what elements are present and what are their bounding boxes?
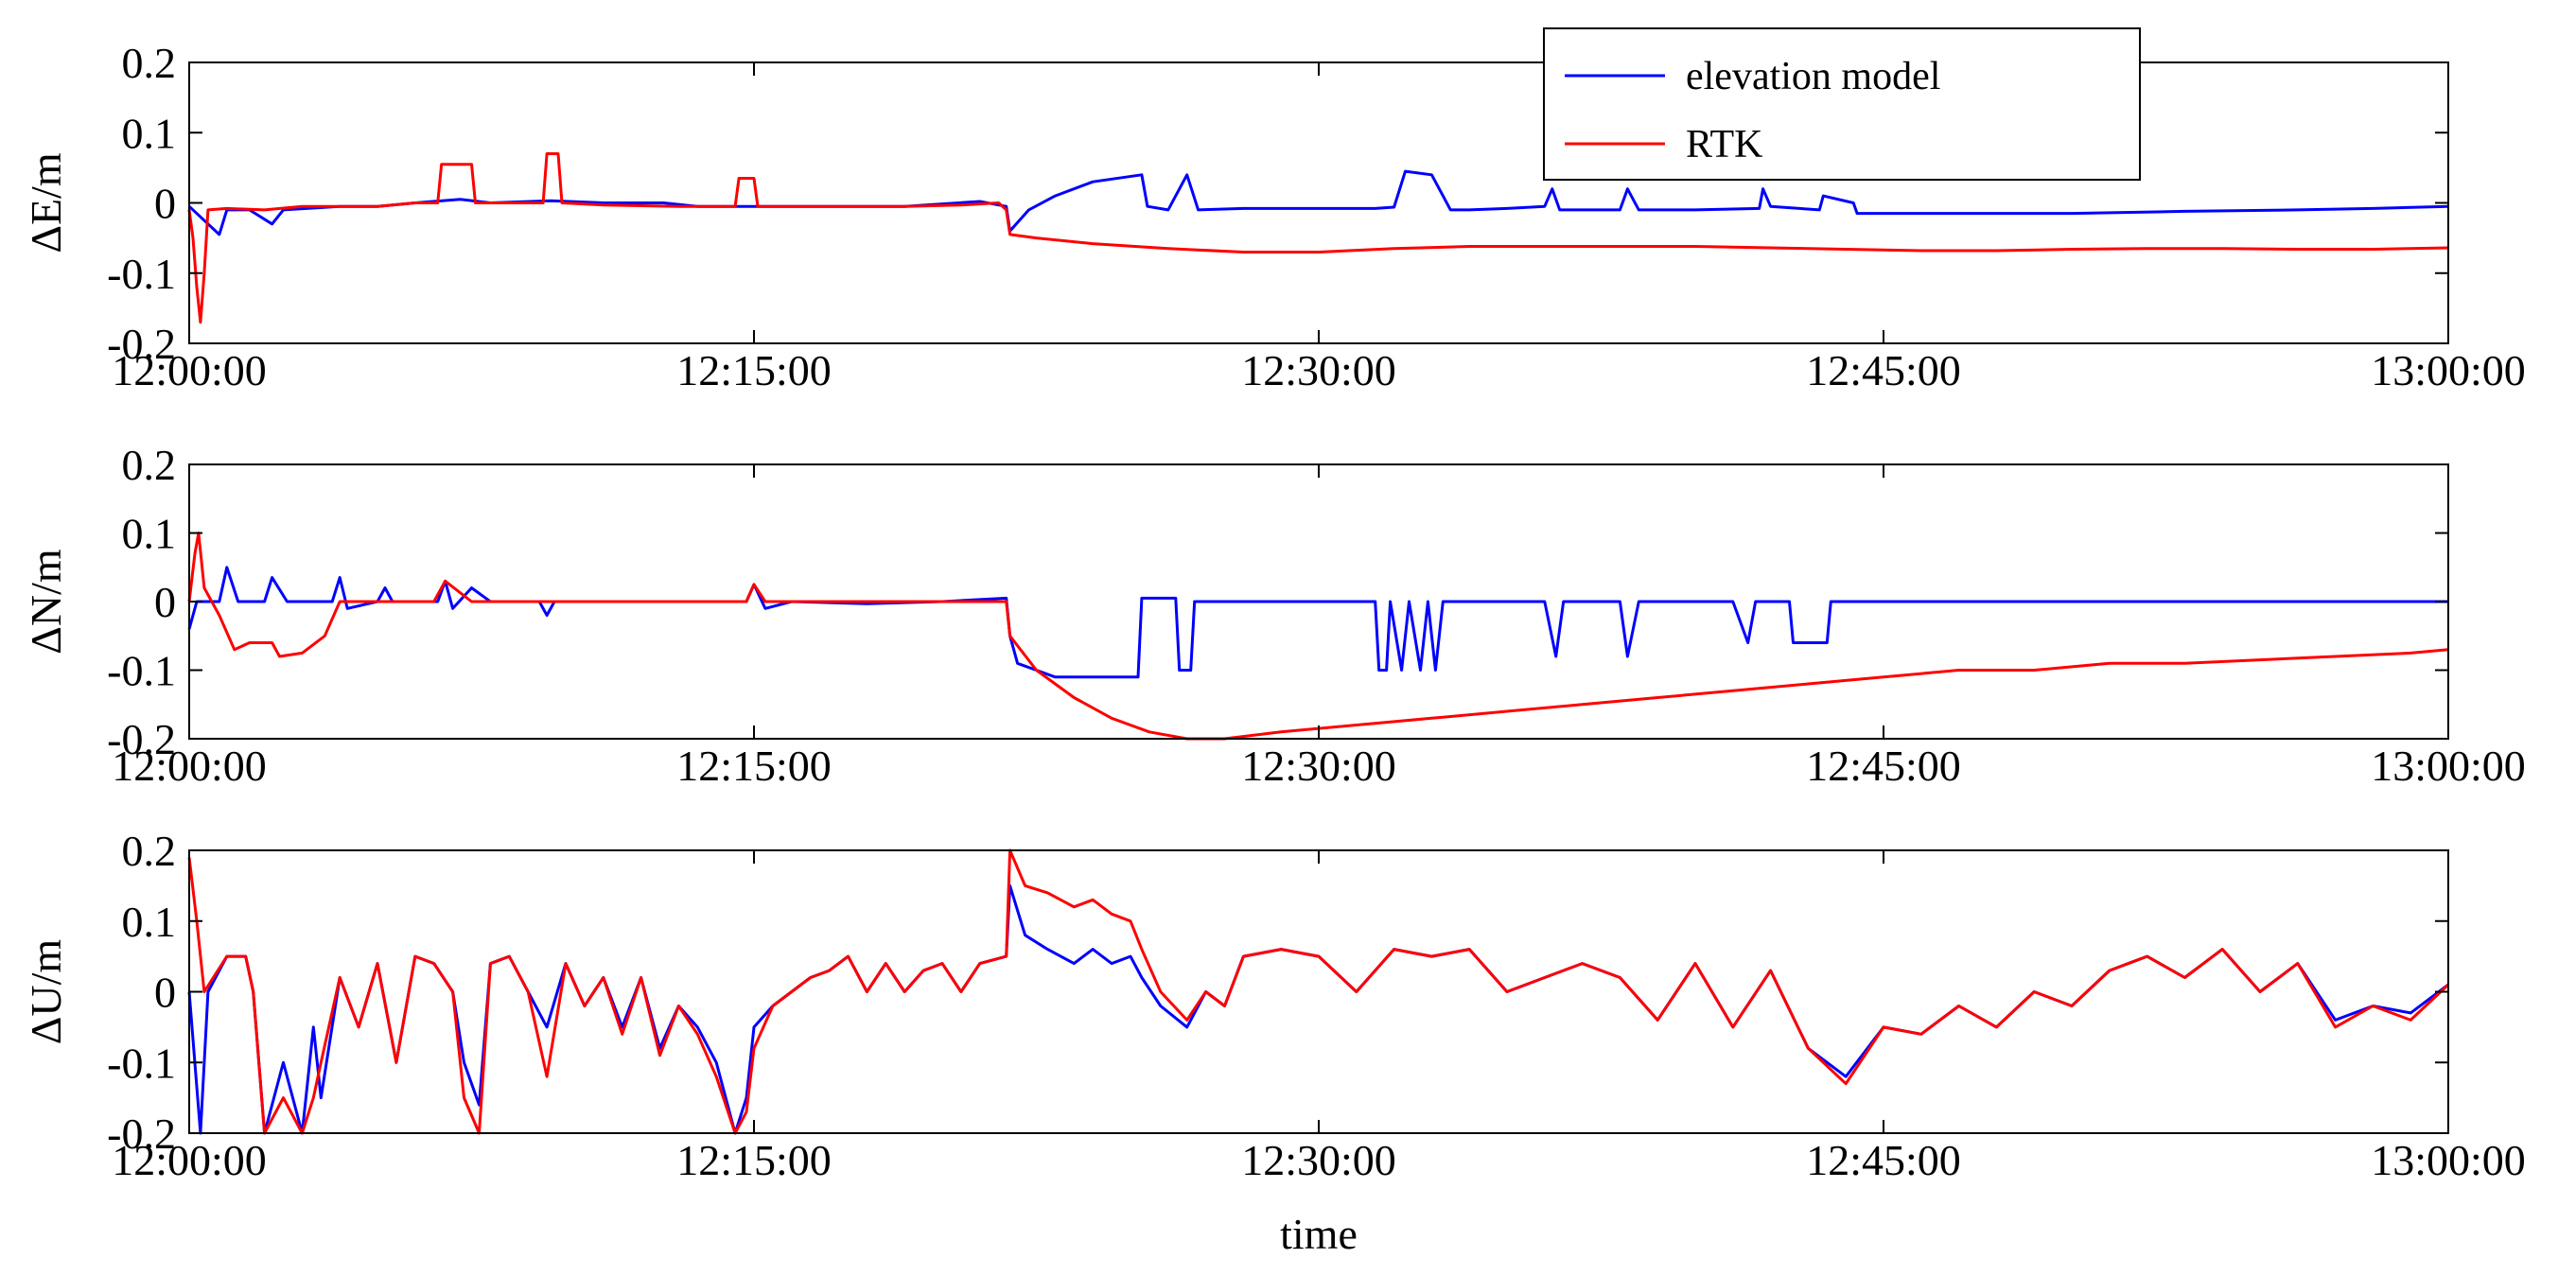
panel-3-plot-area — [189, 850, 2448, 1133]
panel-1-xtick-label: 13:00:00 — [2371, 346, 2526, 394]
panel-3-xtick-label: 12:15:00 — [676, 1136, 832, 1184]
legend-label-rtk: RTK — [1686, 123, 1762, 166]
panel-2-series-elevation-model-line — [187, 566, 2448, 679]
panel-3-xlabel: time — [1280, 1210, 1358, 1258]
panel-3-ytick-label: -0.2 — [107, 1110, 176, 1158]
panel-1-ytick-label: 0.2 — [122, 39, 177, 87]
panel-2-ytick-label: -0.1 — [107, 647, 176, 695]
panel-3-xtick-label: 13:00:00 — [2371, 1136, 2526, 1184]
panel-1-xtick-label: 12:15:00 — [676, 346, 832, 394]
panel-3-xtick-label: 12:30:00 — [1241, 1136, 1396, 1184]
panel-3-xtick-label: 12:00:00 — [112, 1136, 267, 1184]
panel-3-ytick-label: 0.2 — [122, 827, 177, 875]
panel-1-ytick-label: -0.2 — [107, 320, 176, 368]
panel-1-series-elevation-model-line — [187, 169, 2449, 236]
panel-1-xtick-label: 12:00:00 — [112, 346, 267, 394]
panel-1-ytick-label: 0.1 — [122, 109, 177, 157]
panel-2-ytick-label: 0 — [154, 578, 176, 626]
panel-2-xtick-label: 13:00:00 — [2371, 742, 2526, 790]
panel-2-ytick-label: 0.2 — [122, 441, 177, 489]
panel-2-xtick-label: 12:30:00 — [1241, 742, 1396, 790]
panel-1-xtick-label: 12:30:00 — [1241, 346, 1396, 394]
panel-1-series-rtk-line — [187, 152, 2449, 324]
panel-3-series-rtk-line — [187, 848, 2450, 1135]
panel-3-ylabel: ΔU/m — [22, 939, 70, 1045]
panel-1-xtick-label: 12:45:00 — [1806, 346, 1961, 394]
panel-1-ytick-label: 0 — [154, 180, 176, 228]
panel-3-ytick-label: 0 — [154, 969, 176, 1017]
panel-1-ylabel: ΔE/m — [22, 152, 70, 253]
panel-3-xtick-label: 12:45:00 — [1806, 1136, 1961, 1184]
panel-3-ytick-label: -0.1 — [107, 1039, 176, 1087]
legend-label-elevation-model: elevation model — [1686, 55, 1940, 98]
panel-1-ytick-label: -0.1 — [107, 250, 176, 298]
panel-2-ytick-label: -0.2 — [107, 715, 176, 763]
legend-box — [1543, 27, 2141, 181]
panel-3-ytick-label: 0.1 — [122, 898, 177, 946]
panel-2-ylabel: ΔN/m — [22, 549, 70, 655]
panel-2-ytick-label: 0.1 — [122, 510, 177, 558]
panel-2-series-rtk-line — [187, 532, 2449, 741]
panel-2-xtick-label: 12:00:00 — [112, 742, 267, 790]
panel-2-xtick-label: 12:15:00 — [676, 742, 832, 790]
panel-2-xtick-label: 12:45:00 — [1806, 742, 1961, 790]
